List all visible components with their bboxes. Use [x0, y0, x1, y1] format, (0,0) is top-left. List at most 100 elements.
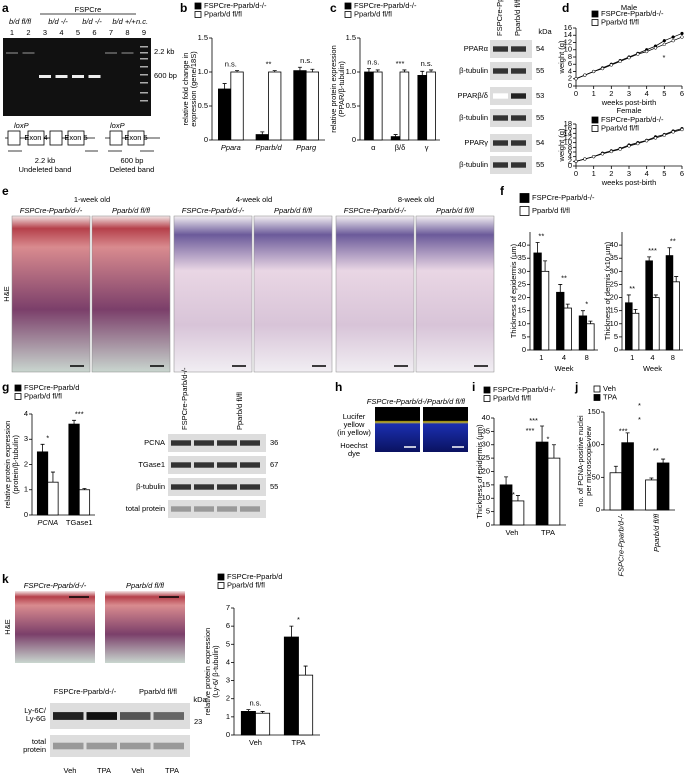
annotation: n.s.	[225, 60, 237, 69]
error-bar	[580, 310, 585, 316]
point	[671, 35, 675, 39]
error-bar	[540, 425, 545, 443]
bar	[556, 291, 565, 351]
bar	[535, 441, 549, 526]
unit-label: kDa	[193, 695, 207, 704]
point	[662, 39, 666, 43]
y-tick-label: 8	[568, 142, 572, 151]
gel-band	[88, 75, 101, 78]
y-tick-label: 150	[587, 407, 600, 416]
legend-swatch	[593, 385, 601, 393]
diagram-label: Exon 5	[124, 133, 147, 142]
error-bar	[366, 68, 371, 72]
point	[600, 66, 605, 71]
bar	[399, 71, 410, 141]
error-bar	[222, 83, 227, 89]
annotation: *	[638, 415, 641, 424]
y-tick-label: 0	[24, 510, 28, 519]
bar	[645, 479, 658, 511]
column-header: Pparb/d fl/fl	[513, 0, 522, 36]
error-bar	[653, 294, 658, 298]
column-header: Pparb/d fl/fl	[235, 392, 244, 430]
blot-band	[511, 162, 526, 168]
error-bar	[551, 444, 556, 459]
legend-label: Pparb/d fl/fl	[204, 9, 242, 18]
error-bar	[588, 320, 593, 324]
annotation: *	[297, 615, 300, 624]
dye-label: Lucifer	[343, 412, 366, 421]
bar	[298, 674, 314, 736]
point	[680, 127, 684, 132]
y-tick-label: 4	[568, 66, 572, 75]
y-tick-label: 1.0	[346, 67, 356, 76]
x-tick-label: PCNA	[37, 518, 58, 527]
error-bar	[303, 665, 308, 676]
genotype-label: b/d -/-	[82, 17, 102, 26]
x-tick-label: 6	[680, 89, 684, 98]
row-label: β-tubulin	[459, 113, 488, 122]
blot-band	[240, 506, 260, 512]
exon-box	[27, 130, 45, 146]
panel-label: d	[562, 1, 569, 15]
legend-label: Pparb/d fl/fl	[601, 123, 639, 132]
error-bar	[260, 131, 265, 135]
size-marker: 2.2 kb	[154, 47, 174, 56]
blot-band	[53, 742, 84, 750]
point	[645, 139, 649, 143]
y-tick-label: 0	[352, 135, 356, 144]
ladder-band	[140, 74, 148, 76]
kda-label: 67	[270, 460, 278, 469]
point	[662, 133, 666, 137]
exon-box	[67, 130, 85, 146]
point	[627, 56, 631, 60]
blot-band	[511, 68, 526, 74]
legend-swatch	[591, 19, 599, 26]
y-tick-label: 3	[226, 676, 230, 685]
y-tick-label: 40	[610, 240, 618, 249]
blot-band	[153, 712, 184, 720]
bar	[621, 442, 634, 511]
y-tick-label: 8	[568, 52, 572, 61]
blot-band	[511, 93, 526, 99]
error-bar	[50, 471, 55, 483]
annotation: ***	[619, 427, 628, 436]
x-tick-label: Pparb/d	[255, 143, 282, 152]
point	[574, 159, 578, 163]
gel-band	[72, 75, 84, 78]
error-bar	[246, 709, 251, 712]
annotation: n.s.	[421, 59, 433, 68]
point	[583, 157, 587, 161]
histology-image	[105, 591, 185, 663]
age-label: 8-week old	[398, 195, 434, 204]
ladder-band	[140, 82, 148, 84]
row-label: PCNA	[144, 438, 165, 447]
lane-number: 7	[109, 28, 113, 37]
y-axis-label: Thickness of dermis (x10 µm)	[603, 241, 612, 340]
blot-band	[194, 462, 214, 468]
legend-label: Pparb/d fl/fl	[24, 391, 62, 400]
stain-label: H&E	[3, 619, 12, 634]
lane-number: 5	[76, 28, 80, 37]
x-axis-label: Week	[643, 364, 662, 373]
error-bar	[667, 247, 672, 256]
blot-band	[493, 115, 508, 121]
bar	[511, 500, 525, 526]
blot-band	[217, 506, 237, 512]
diagram-label: Undeleted band	[19, 165, 72, 174]
bar	[68, 423, 80, 516]
y-axis-label: per microscopic view	[584, 426, 593, 496]
error-bar	[633, 308, 638, 314]
ladder-band	[140, 46, 148, 48]
chart-title: Female	[616, 106, 641, 115]
legend-label: FSPCre-Pparb/d-/-	[601, 9, 664, 18]
bar	[540, 270, 550, 351]
x-tick-label: 4	[645, 169, 649, 178]
lane-number: 6	[92, 28, 96, 37]
dye-label: Hoechst	[340, 441, 368, 450]
x-tick-label: 4	[562, 353, 566, 362]
x-tick-label: β/δ	[395, 143, 406, 152]
diagram-label: loxP	[14, 121, 29, 130]
gel-band	[105, 52, 117, 54]
blot-band	[493, 93, 508, 99]
annotation: **	[561, 273, 567, 282]
